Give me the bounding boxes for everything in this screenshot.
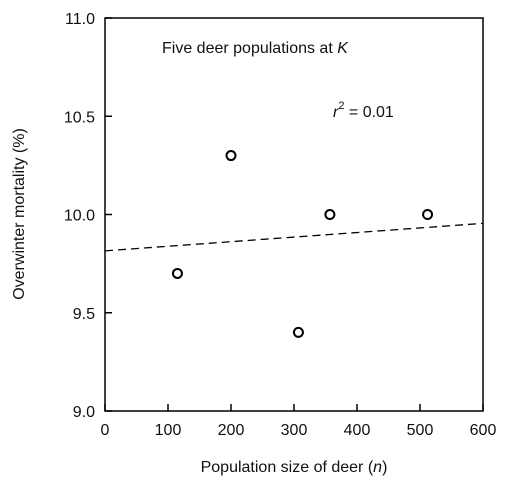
x-tick-label: 300 bbox=[281, 422, 308, 439]
data-point bbox=[225, 150, 237, 162]
x-tick-label: 100 bbox=[155, 422, 182, 439]
x-tick-label: 500 bbox=[407, 422, 434, 439]
chart-title-italic: K bbox=[337, 40, 349, 57]
y-tick-label: 11.0 bbox=[65, 11, 95, 28]
r-squared-sup: 2 bbox=[338, 100, 344, 112]
y-tick-label: 9.5 bbox=[73, 306, 95, 323]
r-squared-var: r bbox=[333, 104, 339, 121]
x-axis-title: Population size of deer (n) bbox=[201, 459, 388, 476]
data-point bbox=[324, 209, 336, 220]
y-axis: 9.0 9.5 10.0 10.5 11.0 bbox=[64, 11, 112, 421]
trendline-path bbox=[104, 222, 484, 252]
y-tick-label: 9.0 bbox=[73, 404, 95, 421]
x-tick-label: 600 bbox=[470, 422, 497, 439]
y-tick-label: 10.5 bbox=[64, 109, 95, 126]
x-tick-label: 200 bbox=[218, 422, 245, 439]
r-squared-rest: = 0.01 bbox=[344, 104, 393, 121]
chart-title: Five deer populations at K bbox=[162, 40, 349, 57]
y-tick-label: 10.0 bbox=[64, 208, 95, 225]
x-axis-title-italic: n bbox=[373, 459, 382, 476]
x-axis-title-suffix: ) bbox=[382, 459, 387, 476]
chart-title-prefix: Five deer populations at bbox=[162, 40, 337, 57]
x-axis-title-prefix: Population size of deer ( bbox=[201, 459, 374, 476]
x-tick-label: 0 bbox=[101, 422, 110, 439]
r-squared-annotation: r2 = 0.01 bbox=[333, 100, 394, 121]
data-point bbox=[422, 209, 434, 220]
x-tick-label: 400 bbox=[344, 422, 371, 439]
data-point bbox=[292, 326, 304, 338]
data-points bbox=[171, 150, 434, 338]
y-axis-title: Overwinter mortality (%) bbox=[11, 128, 28, 300]
data-point bbox=[171, 267, 183, 279]
x-axis: 0 100 200 300 400 500 600 bbox=[101, 404, 497, 439]
trendline bbox=[104, 222, 484, 252]
